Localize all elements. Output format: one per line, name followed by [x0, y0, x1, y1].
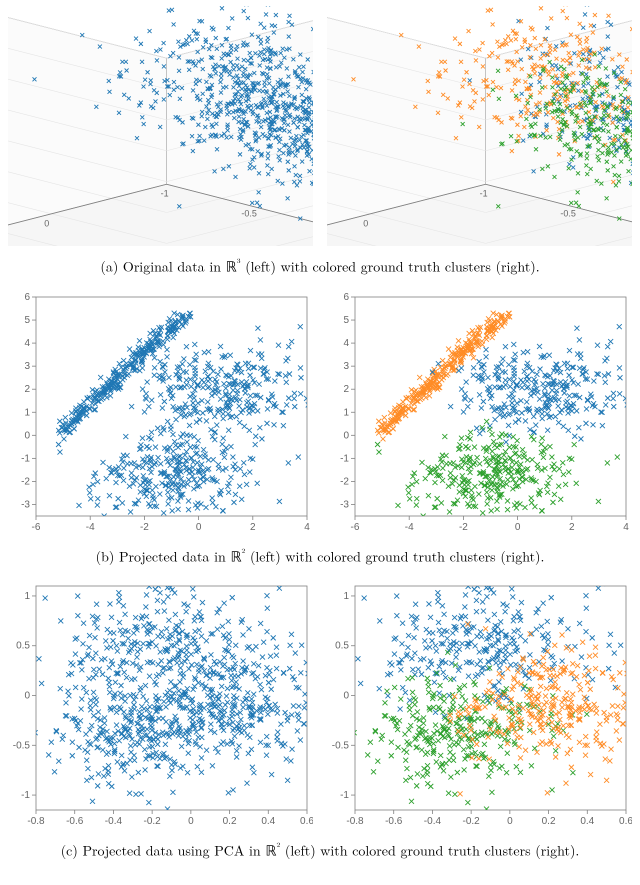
svg-text:4: 4: [304, 522, 310, 533]
svg-text:-2: -2: [140, 522, 149, 533]
svg-text:4: 4: [24, 338, 30, 349]
caption-c-suf: (left) with colored ground truth cluster…: [280, 841, 579, 861]
panel-c-right: -0.8-0.6-0.4-0.200.20.40.6-1-0.500.51: [327, 580, 632, 835]
blackboard-R: ℝ: [265, 841, 276, 861]
svg-text:-1: -1: [21, 453, 30, 464]
panel-b-left: -6 -4 -2 0 2 4 -3 -2 -1 0 1 2 3 4 5 6: [8, 291, 313, 541]
caption-c-pre: (c) Projected data using PCA in: [61, 841, 266, 861]
caption-b: (b) Projected data in ℝ² (left) with col…: [8, 545, 632, 567]
svg-text:-4: -4: [86, 522, 95, 533]
svg-text:2: 2: [250, 522, 256, 533]
svg-text:0: 0: [24, 430, 30, 441]
svg-text:-1: -1: [480, 188, 488, 198]
svg-text:0: 0: [363, 218, 368, 228]
svg-text:-0.5: -0.5: [560, 208, 576, 218]
figure: -1.4-1.2-1-0.8-0.6-0.4-0.200.2-0.50-101 …: [0, 0, 640, 885]
svg-text:6: 6: [24, 292, 30, 303]
caption-b-pre: (b) Projected data in: [96, 546, 231, 566]
caption-c: (c) Projected data using PCA in ℝ² (left…: [8, 839, 632, 861]
panel-b-right: -6-4-2024-3-2-10123456: [327, 291, 632, 541]
svg-text:-1: -1: [161, 188, 169, 198]
svg-text:3: 3: [24, 361, 30, 372]
caption-b-suf: (left) with colored ground truth cluster…: [245, 546, 544, 566]
svg-text:0: 0: [196, 522, 202, 533]
panel-a-right: -1.4-1.2-1-0.8-0.6-0.4-0.200.2-0.50-101: [327, 6, 632, 251]
panel-c-left: -0.8-0.6-0.4-0.200.20.40.6-1-0.500.51: [8, 580, 313, 835]
svg-text:0: 0: [44, 218, 49, 228]
blackboard-R: ℝ: [226, 257, 237, 277]
panel-a-row: -1.4-1.2-1-0.8-0.6-0.4-0.200.2-0.50-101 …: [8, 6, 632, 251]
panel-a-left: -1.4-1.2-1-0.8-0.6-0.4-0.200.2-0.50-101: [8, 6, 313, 251]
svg-text:-6: -6: [32, 522, 41, 533]
caption-a-pre: (a) Original data in: [100, 257, 225, 277]
blackboard-R: ℝ: [230, 546, 241, 566]
svg-text:-0.5: -0.5: [241, 208, 257, 218]
svg-text:-2: -2: [21, 476, 30, 487]
svg-text:2: 2: [24, 384, 30, 395]
panel-b-row: -6-4-2024-3-2-10123456 -6-4-2024-3-2-101…: [8, 291, 632, 541]
caption-a-suf: (left) with colored ground truth cluster…: [241, 257, 540, 277]
svg-text:5: 5: [24, 315, 30, 326]
svg-text:1: 1: [24, 407, 30, 418]
svg-text:-3: -3: [21, 499, 30, 510]
caption-a: (a) Original data in ℝ³ (left) with colo…: [8, 255, 632, 277]
panel-c-row: -0.8-0.6-0.4-0.200.20.40.6-1-0.500.51 -0…: [8, 580, 632, 835]
